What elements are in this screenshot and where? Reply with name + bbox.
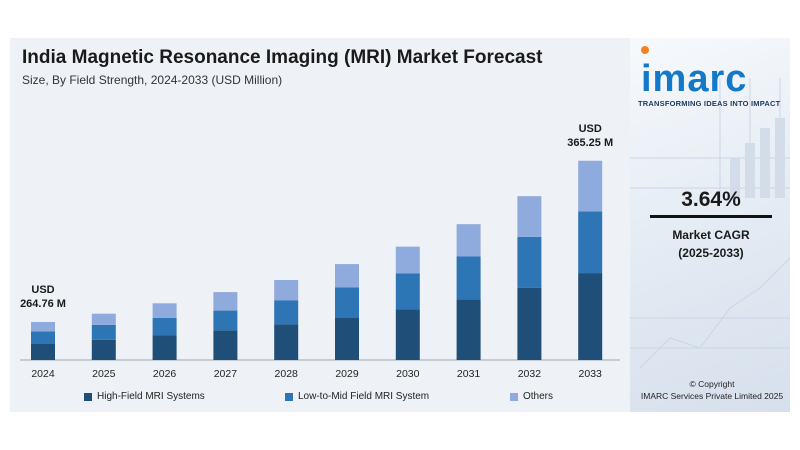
bar-segment-2030-series-2 [395, 246, 420, 274]
bar-segment-2025-series-0 [91, 339, 116, 360]
cagr-period: (2025-2033) [678, 246, 744, 260]
bar-segment-2026-series-2 [152, 303, 177, 318]
bar-segment-2029-series-2 [335, 264, 359, 288]
legend-label: High-Field MRI Systems [97, 391, 205, 402]
bar-segment-2024-series-2 [31, 321, 55, 332]
bar-segment-2027-series-2 [213, 292, 238, 311]
copyright-line: © Copyright [689, 379, 735, 389]
bar-segment-2028-series-0 [274, 324, 299, 360]
value-annotation-2024: USD [31, 284, 54, 296]
x-tick-label: 2032 [518, 368, 542, 380]
bar-segment-2025-series-1 [91, 324, 116, 340]
value-annotation-2033: 365.25 M [567, 137, 613, 149]
stacked-bar-chart: 2024 2025 2026 2027 2028 2029 2030 2031 2032 2033… [20, 123, 620, 380]
bar-segment-2029-series-1 [335, 287, 359, 319]
bar-segment-2032-series-2 [517, 196, 542, 237]
x-tick-label: 2026 [153, 368, 177, 380]
imarc-logo: imarc [641, 58, 748, 100]
legend-swatch [285, 392, 293, 401]
logo-dot [641, 46, 649, 54]
x-tick-label: 2025 [92, 368, 116, 380]
cagr-label: Market CAGR [672, 228, 750, 242]
x-tick-label: 2027 [214, 368, 238, 380]
copyright-owner: IMARC Services Private Limited 2025 [640, 391, 784, 401]
cagr-value: 3.64% [681, 188, 741, 211]
bar-segment-2031-series-1 [456, 256, 481, 300]
value-annotation-2033: USD [579, 123, 602, 135]
bar-segment-2031-series-0 [456, 299, 481, 360]
bar-segment-2024-series-1 [31, 331, 55, 344]
legend-swatch [510, 392, 518, 401]
bar-segment-2027-series-0 [213, 330, 238, 360]
bar-segment-2030-series-1 [395, 273, 420, 310]
x-tick-label: 2028 [275, 368, 299, 380]
logo-tagline: TRANSFORMING IDEAS INTO IMPACT [638, 99, 781, 108]
x-tick-label: 2031 [457, 368, 481, 380]
bar-segment-2026-series-0 [152, 335, 177, 360]
legend-label: Others [523, 391, 554, 402]
cagr-panel [630, 38, 790, 412]
bar-segment-2033-series-1 [578, 211, 603, 274]
bar-segment-2025-series-2 [91, 313, 116, 325]
bar-segment-2027-series-1 [213, 310, 238, 331]
x-tick-label: 2029 [335, 368, 359, 380]
x-tick-label: 2024 [31, 368, 55, 380]
bar-segment-2030-series-0 [395, 309, 420, 360]
x-tick-label: 2030 [396, 368, 420, 380]
bar-segment-2024-series-0 [31, 343, 55, 360]
legend-item-low-mid-field: Low-to-Mid Field MRI System [285, 391, 429, 402]
legend-swatch [84, 392, 92, 401]
bar-segment-2031-series-2 [456, 224, 481, 257]
bar-segment-2032-series-1 [517, 236, 542, 288]
bar-segment-2029-series-0 [335, 318, 359, 360]
bar-segment-2026-series-1 [152, 317, 177, 336]
bar-segment-2033-series-2 [578, 160, 603, 212]
bar-segment-2028-series-1 [274, 300, 299, 325]
legend-item-others: Others [510, 391, 553, 402]
background-graph-decoration [630, 78, 790, 369]
bar-segment-2028-series-2 [274, 279, 299, 301]
legend-item-high-field: High-Field MRI Systems [84, 391, 205, 402]
cagr-divider [650, 215, 772, 218]
bar-segment-2033-series-0 [578, 273, 603, 360]
legend-label: Low-to-Mid Field MRI System [298, 391, 430, 402]
chart-title: India Magnetic Resonance Imaging (MRI) M… [22, 47, 543, 68]
chart-subtitle: Size, By Field Strength, 2024-2033 (USD … [22, 73, 283, 87]
x-tick-label: 2033 [579, 368, 603, 380]
bar-segment-2032-series-0 [517, 287, 542, 360]
value-annotation-2024: 264.76 M [20, 298, 66, 310]
